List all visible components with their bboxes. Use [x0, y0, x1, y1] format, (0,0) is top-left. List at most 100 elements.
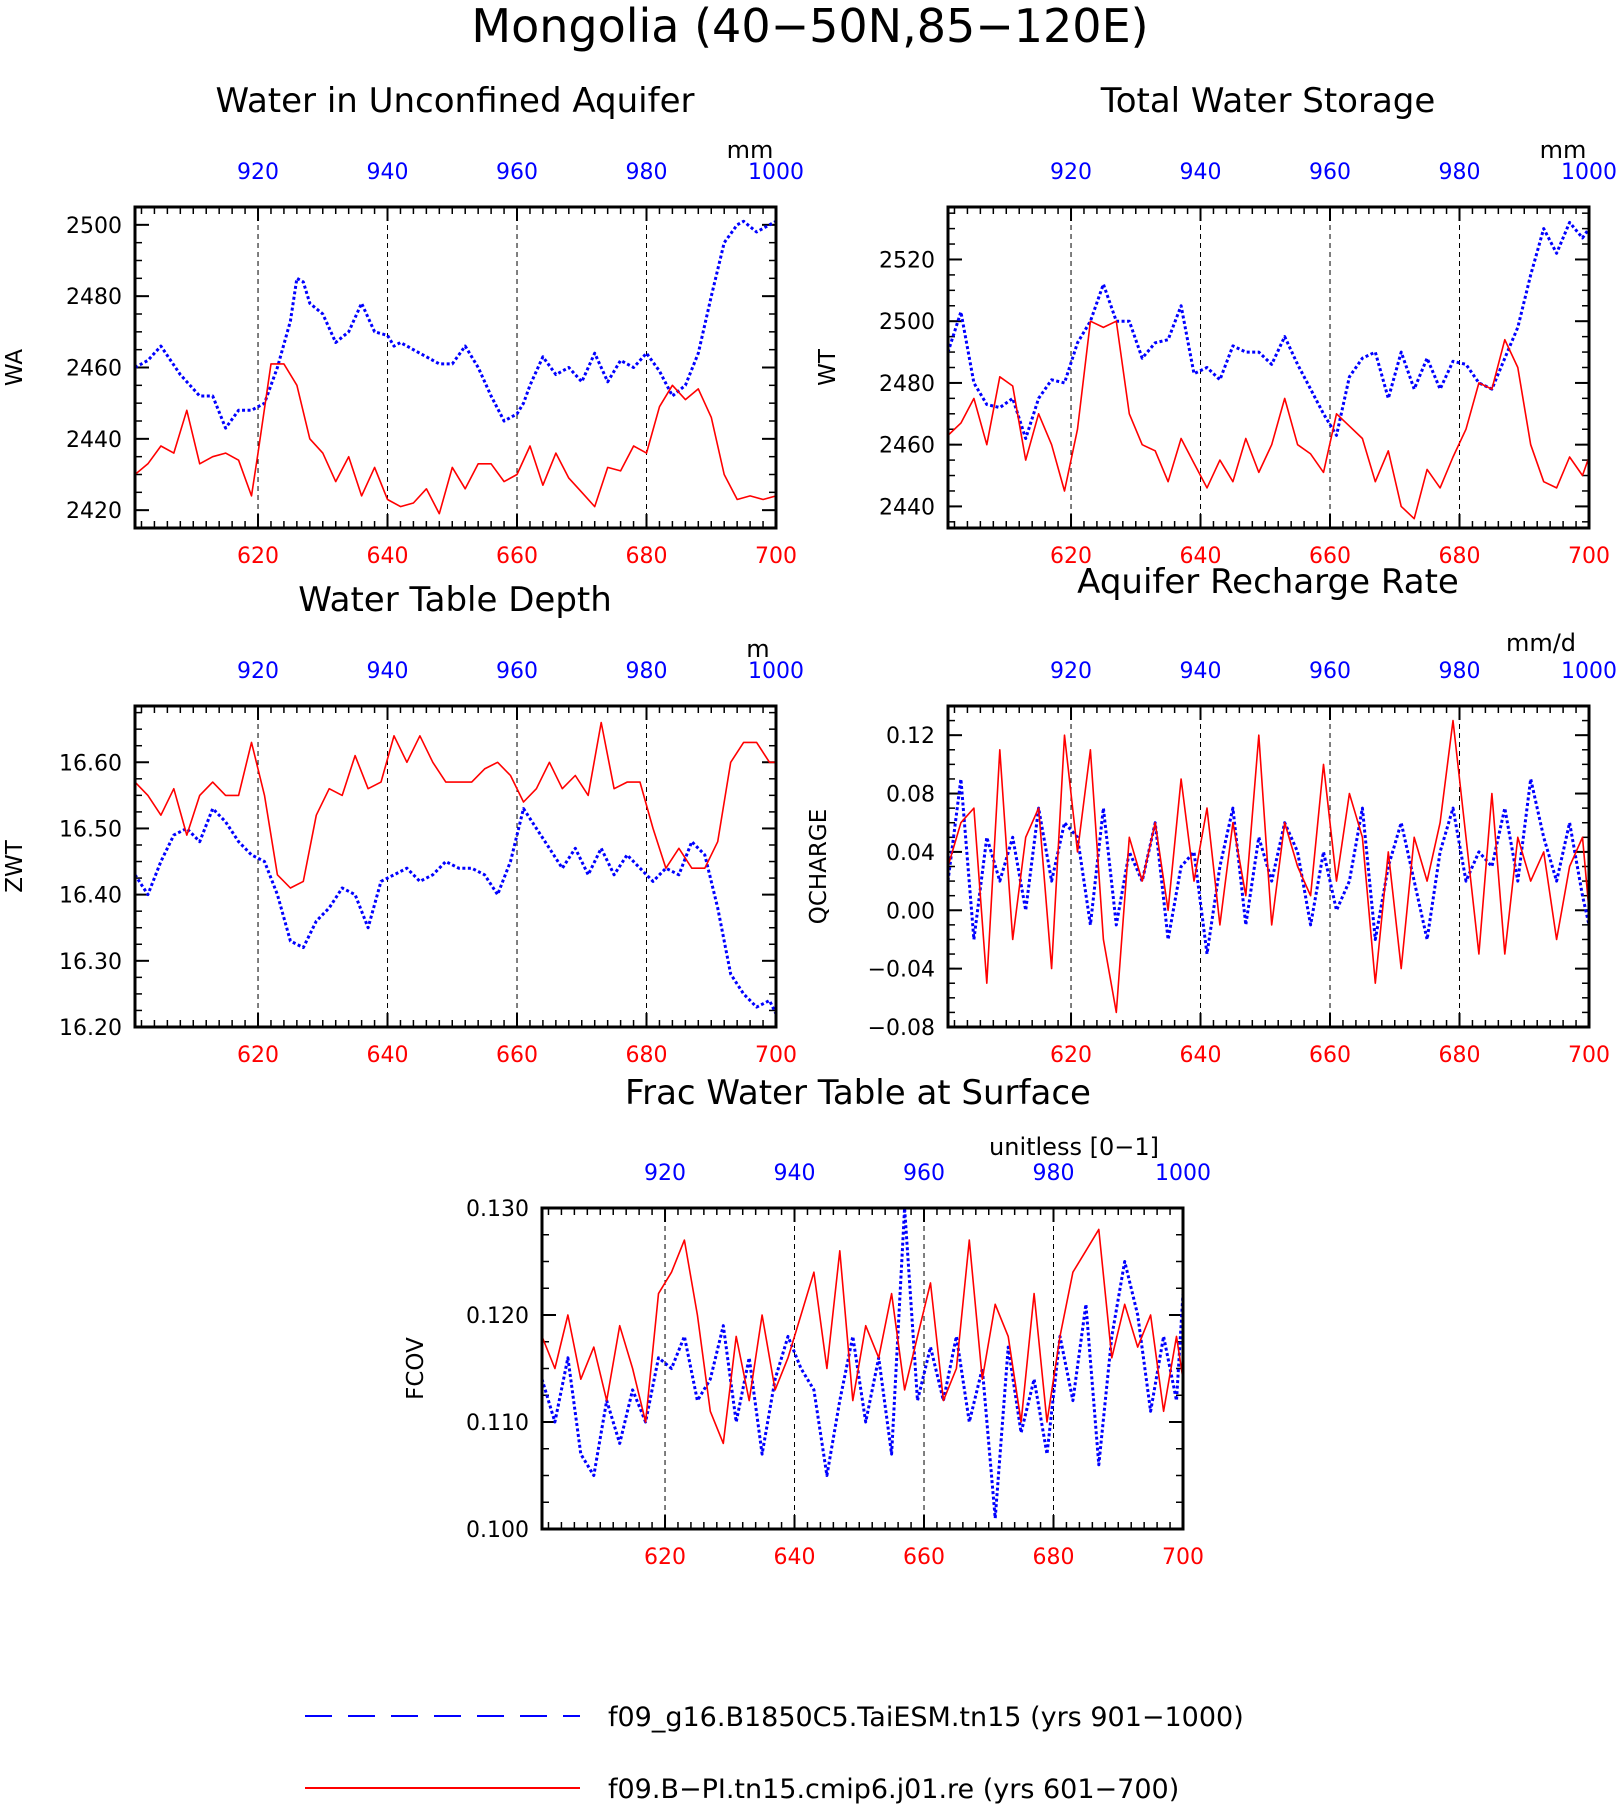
y-tick-label: 2480 — [879, 372, 935, 397]
x-tick-label-bottom: 620 — [237, 1043, 279, 1068]
y-tick-label: 2500 — [879, 310, 935, 335]
x-tick-label-top: 960 — [903, 1161, 945, 1186]
x-tick-label-top: 1000 — [1155, 1161, 1211, 1186]
y-tick-label: 2460 — [66, 357, 122, 382]
y-tick-label: 0.00 — [886, 899, 935, 924]
units-label: unitless [0−1] — [989, 1133, 1159, 1161]
panel-title: Aquifer Recharge Rate — [1077, 562, 1459, 602]
x-tick-label-top: 980 — [626, 160, 668, 185]
x-tick-label-bottom: 660 — [1309, 544, 1351, 569]
series-line-cmip6 — [135, 721, 776, 889]
x-tick-label-bottom: 640 — [367, 544, 409, 569]
y-tick-label: 2460 — [879, 434, 935, 459]
x-tick-label-top: 960 — [496, 659, 538, 684]
y-tick-label: 2500 — [66, 214, 122, 239]
y-tick-label: 0.08 — [886, 783, 935, 808]
x-tick-label-bottom: 660 — [496, 1043, 538, 1068]
x-tick-label-bottom: 640 — [1180, 544, 1222, 569]
y-tick-label: 2520 — [879, 248, 935, 273]
series-line-taiesm — [135, 219, 776, 430]
panel-title: Water in Unconfined Aquifer — [216, 81, 695, 121]
panel-water-table-depth: Water Table Depth m 620 640 660 680 700 920 94… — [2, 580, 804, 1068]
x-tick-label-bottom: 620 — [1050, 1043, 1092, 1068]
y-tick-label: 16.20 — [59, 1016, 122, 1041]
panel-water-in-unconfined-aquifer: Water in Unconfined Aquifer mm 620 640 660… — [2, 81, 804, 569]
y-tick-label: 16.30 — [59, 950, 122, 975]
x-tick-label-top: 980 — [1439, 160, 1481, 185]
x-tick-label-bottom: 680 — [626, 1043, 668, 1068]
series-line-cmip6 — [542, 1228, 1183, 1445]
plot-frame — [133, 205, 778, 530]
series-line-taiesm — [948, 777, 1589, 956]
y-axis-label: WA — [2, 349, 28, 386]
x-tick-label-bottom: 620 — [644, 1545, 686, 1570]
x-tick-label-bottom: 660 — [1309, 1043, 1351, 1068]
panel-title: Total Water Storage — [1100, 81, 1436, 121]
x-tick-label-top: 1000 — [748, 659, 804, 684]
y-tick-label: 16.60 — [59, 751, 122, 776]
units-label: mm/d — [1506, 629, 1576, 657]
plot-frame — [133, 704, 778, 1029]
x-tick-label-top: 940 — [367, 160, 409, 185]
x-tick-label-bottom: 680 — [1439, 544, 1481, 569]
x-tick-label-bottom: 680 — [626, 544, 668, 569]
legend: f09_g16.B1850C5.TaiESM.tn15 (yrs 901−100… — [305, 1702, 1244, 1805]
plot-area: 620 640 660 680 700 920 940 960 980 1000 0.100 0.11… — [403, 1161, 1211, 1570]
x-tick-label-top: 920 — [237, 659, 279, 684]
x-tick-label-bottom: 620 — [237, 544, 279, 569]
plot-area: 620 640 660 680 700 920 940 960 980 1000 2440 2460 2… — [815, 160, 1617, 569]
x-tick-label-bottom: 660 — [496, 544, 538, 569]
plot-area: 620 640 660 680 700 920 940 960 980 1000 16.20 16.3… — [2, 659, 804, 1068]
units-label: m — [746, 635, 769, 663]
series-line-taiesm — [542, 1208, 1183, 1520]
y-tick-label: 0.04 — [886, 841, 935, 866]
x-tick-label-bottom: 680 — [1439, 1043, 1481, 1068]
units-label: mm — [727, 136, 774, 164]
y-tick-label: −0.08 — [868, 1016, 935, 1041]
y-axis-label: WT — [815, 348, 841, 386]
y-tick-label: 0.110 — [466, 1411, 529, 1436]
panel-title: Frac Water Table at Surface — [625, 1073, 1091, 1113]
x-tick-label-top: 1000 — [748, 160, 804, 185]
legend-label-cmip6: f09.B−PI.tn15.cmip6.j01.re (yrs 601−700) — [608, 1774, 1179, 1805]
x-tick-label-bottom: 620 — [1050, 544, 1092, 569]
series-line-taiesm — [948, 220, 1589, 440]
x-tick-label-top: 940 — [1180, 659, 1222, 684]
x-tick-label-top: 920 — [644, 1161, 686, 1186]
x-tick-label-top: 920 — [237, 160, 279, 185]
x-tick-label-top: 1000 — [1561, 659, 1617, 684]
y-tick-label: 0.100 — [466, 1518, 529, 1543]
x-tick-label-top: 980 — [1439, 659, 1481, 684]
x-tick-label-bottom: 660 — [903, 1545, 945, 1570]
x-tick-label-bottom: 640 — [774, 1545, 816, 1570]
x-tick-label-bottom: 640 — [367, 1043, 409, 1068]
panel-frac-water-table-at-surface: Frac Water Table at Surface unitless [0−… — [403, 1073, 1211, 1570]
x-tick-label-top: 960 — [1309, 160, 1351, 185]
x-tick-label-bottom: 700 — [755, 1043, 797, 1068]
y-tick-label: −0.04 — [868, 958, 935, 983]
y-axis-label: ZWT — [2, 839, 28, 892]
y-tick-label: 0.12 — [886, 724, 935, 749]
y-tick-label: 2420 — [66, 499, 122, 524]
plot-frame — [946, 704, 1591, 1029]
plot-frame — [540, 1206, 1185, 1531]
y-tick-label: 2440 — [66, 428, 122, 453]
panel-aquifer-recharge-rate: Aquifer Recharge Rate mm/d 620 640 660 680 7… — [806, 562, 1617, 1068]
plot-area: 620 640 660 680 700 920 940 960 980 1000 −0.08 −0.0… — [806, 659, 1617, 1068]
y-tick-label: 0.120 — [466, 1304, 529, 1329]
x-tick-label-top: 940 — [774, 1161, 816, 1186]
figure-title: Mongolia (40−50N,85−120E) — [471, 0, 1148, 53]
series-line-taiesm — [135, 807, 776, 1015]
y-axis-label: FCOV — [403, 1337, 429, 1400]
y-axis-label: QCHARGE — [806, 809, 832, 925]
x-tick-label-bottom: 700 — [1568, 544, 1610, 569]
y-tick-label: 2480 — [66, 285, 122, 310]
series-line-cmip6 — [948, 719, 1589, 1014]
y-tick-label: 16.50 — [59, 817, 122, 842]
x-tick-label-top: 920 — [1050, 160, 1092, 185]
panel-title: Water Table Depth — [298, 580, 612, 620]
plot-area: 620 640 660 680 700 920 940 960 980 1000 2420 2440 2… — [2, 160, 804, 569]
plot-frame — [946, 205, 1591, 530]
